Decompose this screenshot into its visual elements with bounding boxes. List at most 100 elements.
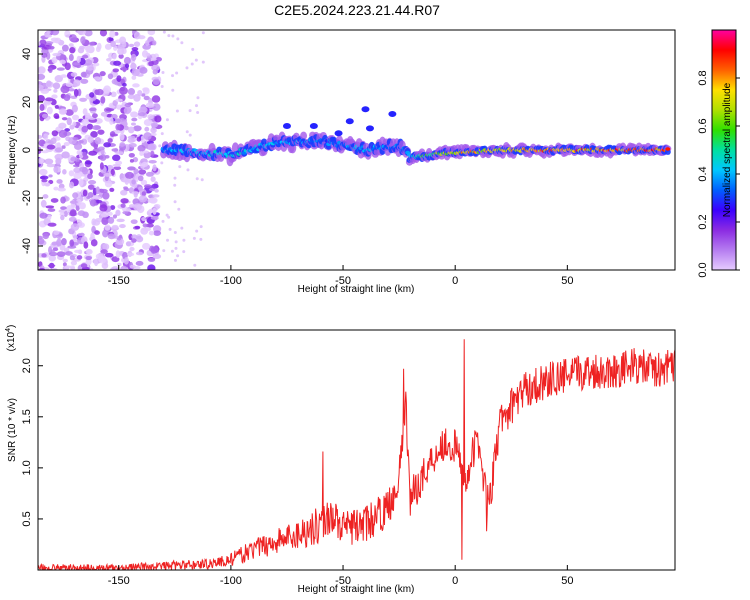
colorbar-tick-label: 0.6: [697, 118, 709, 133]
noise-blob: [95, 186, 100, 195]
noise-blob: [78, 202, 86, 210]
noise-blob: [45, 205, 55, 209]
noise-blob: [48, 174, 53, 178]
noise-blob: [38, 84, 44, 92]
noise-blob: [128, 43, 135, 48]
noise-blob: [83, 241, 89, 249]
noise-blob: [59, 59, 66, 65]
noise-blob: [107, 73, 114, 80]
noise-blob: [167, 215, 171, 219]
noise-blob: [109, 117, 114, 125]
noise-blob: [74, 249, 82, 254]
spectrogram-marks: [38, 30, 672, 270]
noise-blob: [82, 151, 87, 157]
noise-blob: [109, 131, 116, 137]
noise-blob: [80, 263, 88, 269]
x-tick-label: -150: [108, 275, 130, 287]
colorbar-tick-label: 0.8: [697, 70, 709, 85]
noise-blob: [56, 251, 66, 257]
noise-blob: [40, 88, 50, 94]
noise-blob: [110, 267, 117, 270]
noise-blob: [61, 44, 69, 52]
noise-blob: [43, 182, 51, 187]
noise-blob: [109, 30, 116, 38]
noise-blob: [82, 54, 88, 59]
y-tick-label: 2.0: [21, 358, 33, 373]
noise-blob: [137, 112, 146, 117]
noise-blob: [120, 265, 128, 270]
noise-blob: [82, 189, 88, 197]
noise-blob: [103, 85, 112, 94]
noise-blob: [119, 142, 126, 147]
noise-blob: [167, 34, 171, 38]
snr-y-scale-prefix: (x10: [6, 331, 17, 351]
noise-blob: [93, 258, 99, 267]
noise-blob: [47, 208, 56, 212]
noise-blob: [96, 42, 102, 50]
noise-blob: [43, 133, 49, 141]
noise-blob: [115, 123, 121, 131]
noise-blob: [48, 67, 53, 73]
noise-blob: [130, 53, 137, 62]
noise-blob: [188, 109, 192, 113]
snr-y-scale-exponent: 4: [5, 328, 12, 332]
noise-blob: [152, 194, 160, 198]
noise-blob: [63, 142, 70, 147]
noise-blob: [56, 238, 62, 247]
noise-blob: [115, 209, 121, 217]
noise-blob: [147, 30, 156, 36]
noise-blob: [127, 166, 136, 171]
noise-blob: [93, 76, 101, 80]
noise-blob: [116, 237, 122, 241]
noise-blob: [128, 233, 133, 241]
noise-blob: [70, 260, 78, 266]
noise-blob: [87, 184, 95, 190]
noise-blob: [69, 210, 77, 217]
noise-blob: [110, 168, 115, 176]
noise-blob: [56, 67, 65, 71]
noise-blob: [99, 71, 106, 77]
noise-blob: [66, 117, 72, 126]
noise-blob: [173, 176, 177, 180]
noise-blob: [129, 264, 137, 269]
noise-blob: [148, 230, 155, 236]
y-tick-label: 1.5: [21, 409, 33, 424]
noise-blob: [64, 30, 71, 38]
noise-blob: [123, 56, 131, 65]
noise-blob: [142, 223, 148, 228]
noise-blob: [65, 82, 73, 87]
noise-blob: [150, 127, 157, 134]
noise-blob: [52, 52, 61, 57]
noise-blob: [38, 157, 44, 165]
noise-blob: [58, 122, 67, 129]
noise-blob: [166, 238, 170, 242]
noise-blob: [110, 91, 117, 98]
noise-blob: [46, 163, 56, 168]
noise-blob: [190, 62, 194, 66]
noise-blob: [127, 94, 135, 100]
noise-blob: [39, 103, 45, 112]
spectrogram-x-label: Height of straight line (km): [298, 284, 415, 295]
noise-blob: [69, 255, 76, 261]
trace-spot: [388, 111, 397, 117]
noise-blob: [78, 139, 84, 144]
noise-blob: [39, 212, 48, 219]
noise-blob: [151, 64, 161, 71]
noise-blob: [112, 68, 120, 73]
noise-blob: [137, 144, 146, 152]
noise-blob: [180, 41, 184, 45]
noise-blob: [68, 216, 77, 222]
snr-frame: [37, 329, 676, 571]
noise-blob: [40, 175, 49, 180]
noise-blob: [141, 161, 149, 167]
noise-blob: [44, 158, 54, 165]
noise-blob: [42, 233, 49, 240]
noise-blob: [96, 210, 104, 214]
noise-blob: [127, 138, 136, 143]
noise-blob: [111, 148, 119, 152]
noise-blob: [90, 232, 95, 240]
noise-blob: [128, 143, 137, 148]
trace-spot: [282, 123, 291, 129]
noise-blob: [90, 239, 98, 247]
noise-blob: [148, 61, 155, 67]
